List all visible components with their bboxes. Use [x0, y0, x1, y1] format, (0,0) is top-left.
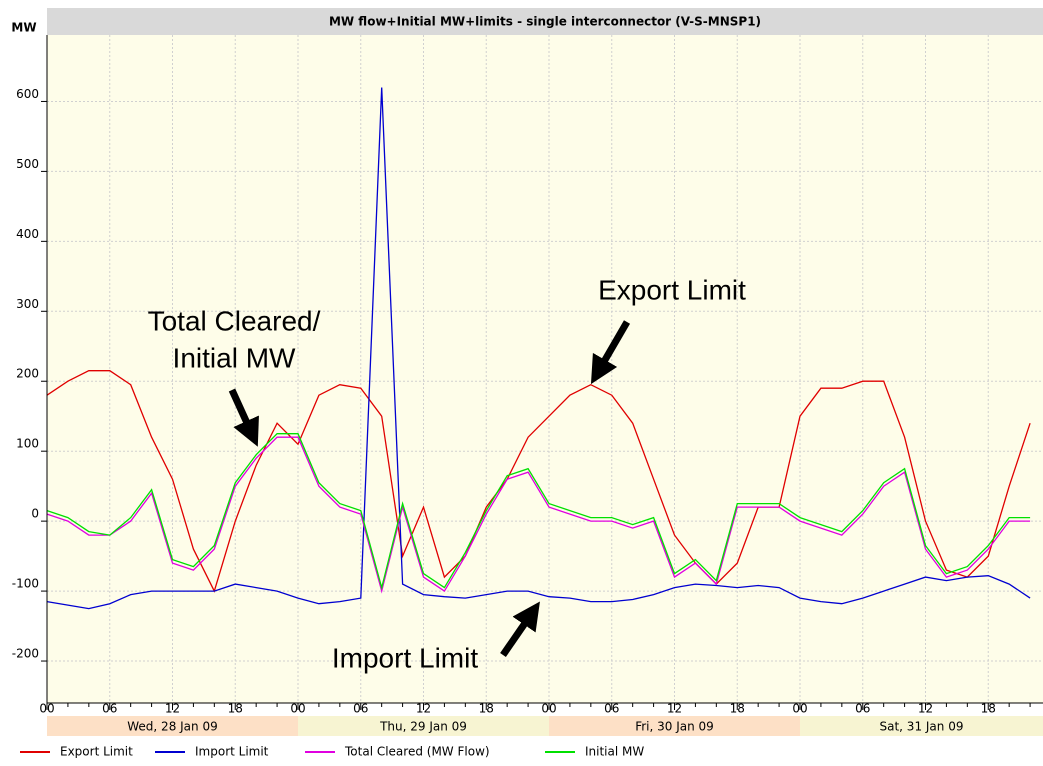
day-label: Wed, 28 Jan 09 [127, 720, 217, 734]
annotation: Export Limit [598, 274, 746, 305]
y-tick-label: 0 [31, 507, 39, 521]
day-label: Fri, 30 Jan 09 [635, 720, 714, 734]
x-tick-label: 18 [479, 702, 494, 716]
day-band [47, 716, 298, 736]
x-tick-label: 06 [855, 702, 870, 716]
x-tick-label: 00 [792, 702, 807, 716]
y-tick-label: 400 [16, 227, 39, 241]
title-bar [47, 8, 1043, 35]
series-line [46, 436, 1031, 594]
x-tick-label: 00 [39, 702, 54, 716]
legend-label: Total Cleared (MW Flow) [344, 745, 490, 759]
x-tick-label: 00 [290, 702, 305, 716]
x-tick-label: 18 [730, 702, 745, 716]
y-tick-label: 500 [16, 157, 39, 171]
legend-label: Import Limit [195, 745, 269, 759]
annotation: Total Cleared/ [148, 305, 321, 336]
annotation: Initial MW [173, 342, 296, 373]
x-tick-label: 06 [353, 702, 368, 716]
y-tick-label: -200 [12, 647, 39, 661]
legend-label: Initial MW [585, 745, 644, 759]
x-tick-label: 00 [541, 702, 556, 716]
x-tick-label: 06 [102, 702, 117, 716]
lines [46, 87, 1031, 610]
x-tick-label: 12 [416, 702, 431, 716]
chart-title: MW flow+Initial MW+limits - single inter… [329, 15, 761, 29]
day-label: Thu, 29 Jan 09 [379, 720, 467, 734]
legend-label: Export Limit [60, 745, 133, 759]
y-tick-label: 100 [16, 437, 39, 451]
legend: Export Limit Import Limit Total Cleared (M… [20, 745, 644, 759]
y-tick-label: 600 [16, 87, 39, 101]
y-tick-label: -100 [12, 577, 39, 591]
series-line [46, 370, 1031, 593]
y-tick-label: 300 [16, 297, 39, 311]
series-line [46, 87, 1031, 610]
x-tick-label: 18 [981, 702, 996, 716]
x-tick-label: 06 [604, 702, 619, 716]
annotation: Import Limit [332, 642, 478, 673]
day-band [549, 716, 800, 736]
y-axis-label: MW [11, 21, 36, 35]
x-tick-label: 12 [667, 702, 682, 716]
x-tick-label: 12 [165, 702, 180, 716]
day-band [800, 716, 1043, 736]
y-tick-label: 200 [16, 367, 39, 381]
x-tick-label: 12 [918, 702, 933, 716]
axes: -200 -100 0 100 200 300 400 500 600 Wed, 28 Jan 0… [12, 35, 1043, 736]
day-band [298, 716, 549, 736]
arrow [500, 601, 540, 657]
arrow [228, 388, 259, 447]
day-label: Sat, 31 Jan 09 [880, 720, 964, 734]
arrow [590, 320, 631, 385]
series-line [46, 433, 1031, 591]
x-tick-label: 18 [228, 702, 243, 716]
